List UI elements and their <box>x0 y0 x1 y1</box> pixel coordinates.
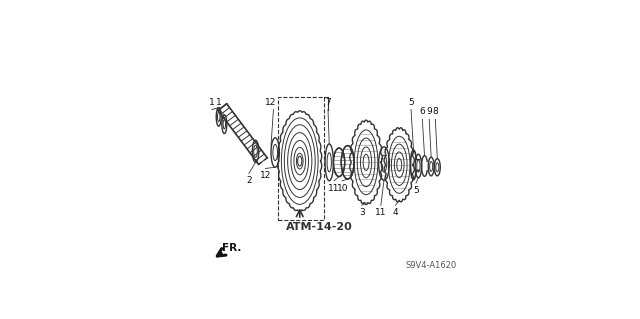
Text: 10: 10 <box>337 184 348 193</box>
Text: ATM-14-20: ATM-14-20 <box>286 222 353 232</box>
Text: 11: 11 <box>375 208 387 217</box>
Text: 12: 12 <box>260 171 271 180</box>
Text: 6: 6 <box>419 108 425 116</box>
Text: 1: 1 <box>209 98 215 107</box>
Text: 2: 2 <box>246 176 252 185</box>
Text: 8: 8 <box>433 108 438 116</box>
Text: 9: 9 <box>426 108 432 116</box>
Text: 4: 4 <box>393 208 398 217</box>
Text: 1: 1 <box>216 98 221 107</box>
Text: 7: 7 <box>325 98 331 107</box>
Text: S9V4-A1620: S9V4-A1620 <box>406 261 457 270</box>
Text: 5: 5 <box>408 98 414 107</box>
Text: 3: 3 <box>359 208 365 217</box>
Text: 5: 5 <box>413 186 419 195</box>
Text: 12: 12 <box>266 98 276 107</box>
Text: FR.: FR. <box>222 243 241 253</box>
Text: 11: 11 <box>328 184 340 193</box>
